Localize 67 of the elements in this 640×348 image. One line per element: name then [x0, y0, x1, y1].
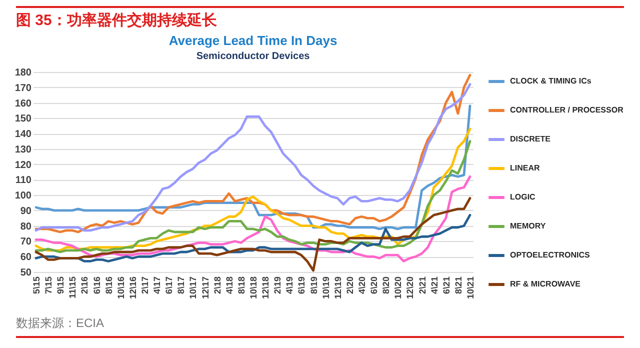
y-tick-label: 80 [20, 221, 32, 232]
y-tick-label: 60 [20, 252, 32, 264]
legend-label: LOGIC [510, 192, 536, 202]
x-tick-label: 8\16 [104, 276, 114, 294]
x-tick-label: 10\16 [116, 276, 126, 300]
line-series [34, 175, 472, 262]
line-series [34, 214, 472, 262]
x-tick-label: 12\20 [405, 276, 416, 300]
x-tick-label: 8\18 [236, 276, 246, 294]
x-tick-label: 9\15 [56, 276, 66, 294]
x-tick-label: 10\21 [465, 276, 476, 300]
legend-label: CONTROLLER / PROCESSOR [510, 106, 624, 114]
x-tick-label: 2\18 [212, 276, 222, 294]
x-tick-label: 10\19 [320, 276, 331, 300]
x-tick-label: 10\18 [248, 276, 258, 300]
y-tick-label: 110 [15, 175, 32, 186]
line-series [34, 104, 472, 230]
x-tick-label: 4\21 [429, 276, 440, 294]
y-tick-label: 160 [14, 98, 32, 110]
y-tick-label: 120 [14, 160, 32, 171]
x-tick-label: 6\17 [164, 276, 174, 294]
legend-label: LINEAR [510, 164, 540, 172]
x-tick-label: 6\20 [369, 276, 380, 294]
x-tick-label: 12\16 [128, 276, 138, 300]
legend-label: MEMORY [510, 222, 546, 230]
x-tick-label: 4\17 [152, 276, 162, 294]
chart-title: Average Lead Time In Days [168, 33, 338, 48]
y-tick-label: 180 [14, 68, 32, 78]
chart-subtitle: Semiconductor Devices [196, 51, 310, 62]
x-tick-label: 12\18 [260, 276, 271, 300]
source-note: 数据来源：ECIA [16, 315, 624, 338]
caption: 图 35：功率器件交期持续延长 [16, 6, 624, 33]
x-tick-label: 2\19 [272, 276, 283, 294]
x-tick-label: 4\18 [224, 276, 234, 294]
legend-label: RF & MICROWAVE [510, 280, 582, 288]
x-tick-label: 4\20 [356, 276, 367, 294]
x-tick-label: 5\15 [32, 276, 42, 294]
y-tick-label: 150 [14, 114, 32, 125]
x-tick-label: 4\19 [284, 276, 295, 294]
x-tick-label: 8\19 [308, 276, 319, 294]
y-tick-label: 50 [20, 268, 32, 278]
x-tick-label: 6\16 [92, 276, 102, 294]
y-tick-label: 140 [14, 129, 32, 140]
legend-label: OPTOELECTRONICS [510, 250, 591, 260]
x-tick-label: 8\20 [381, 276, 392, 294]
x-tick-label: 12\17 [200, 276, 210, 300]
y-tick-label: 170 [14, 82, 32, 94]
y-tick-label: 70 [20, 236, 32, 248]
x-tick-label: 12\19 [332, 276, 343, 300]
x-tick-label: 2\20 [344, 276, 355, 294]
x-tick-label: 2\17 [140, 276, 150, 294]
line-series [34, 196, 472, 272]
y-tick-label: 100 [14, 190, 32, 202]
legend-label: DISCRETE [510, 134, 552, 144]
x-tick-label: 6\21 [441, 276, 452, 294]
x-tick-label: 10\20 [393, 276, 404, 300]
y-tick-label: 130 [14, 144, 32, 156]
legend-label: CLOCK & TIMING ICs [510, 76, 592, 86]
y-tick-label: 90 [20, 206, 32, 217]
x-tick-label: 6\19 [296, 276, 307, 294]
x-tick-label: 8\17 [176, 276, 186, 294]
x-tick-label: 2\16 [80, 276, 90, 294]
x-tick-label: 11\15 [68, 276, 78, 299]
x-tick-label: 2\21 [417, 276, 428, 294]
x-tick-label: 7\15 [44, 276, 54, 294]
x-tick-label: 8\21 [453, 276, 464, 294]
x-tick-label: 10\17 [188, 276, 198, 300]
